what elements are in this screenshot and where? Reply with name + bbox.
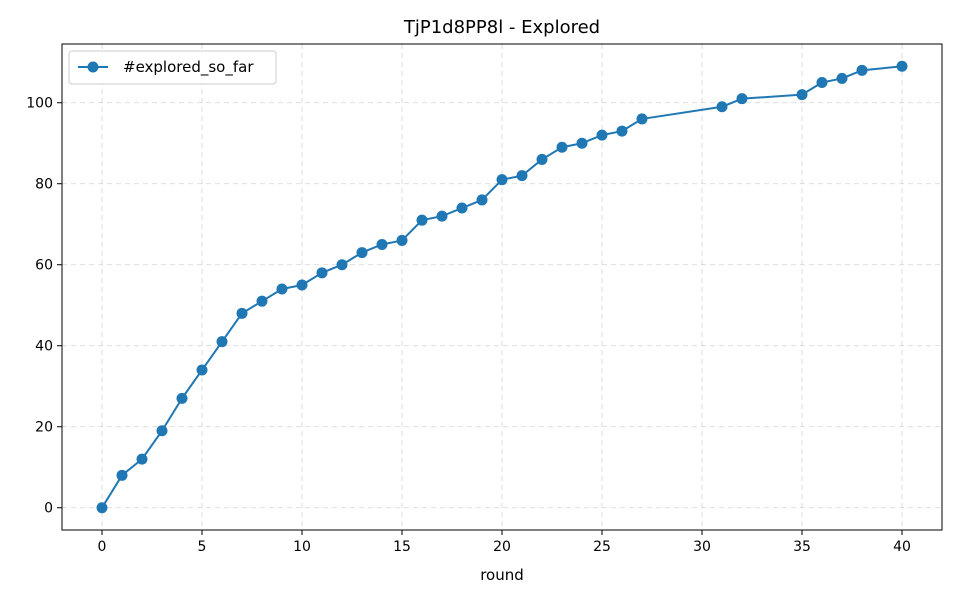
x-tick-label: 35	[793, 539, 811, 555]
y-tick-label: 0	[44, 501, 53, 517]
data-point	[536, 153, 548, 165]
x-tick-label: 25	[593, 539, 611, 555]
data-point	[476, 194, 488, 206]
x-tick-label: 20	[493, 539, 511, 555]
data-point	[316, 267, 328, 279]
data-point	[196, 364, 208, 376]
data-point	[496, 174, 508, 186]
x-tick-label: 0	[98, 539, 107, 555]
data-point	[376, 238, 388, 250]
data-point	[516, 170, 528, 182]
data-point	[636, 113, 648, 125]
grid	[62, 44, 942, 530]
data-point	[456, 202, 468, 214]
data-point	[836, 72, 848, 84]
y-tick-label: 100	[26, 96, 53, 112]
x-tick-label: 40	[893, 539, 911, 555]
data-point	[796, 89, 808, 101]
data-point	[176, 392, 188, 404]
y-tick-label: 20	[35, 420, 53, 436]
legend-dot-marker	[87, 61, 99, 73]
data-point	[396, 234, 408, 246]
data-point	[616, 125, 628, 137]
data-point	[896, 60, 908, 72]
data-point	[736, 93, 748, 105]
x-tick-label: 15	[393, 539, 411, 555]
x-tick-label: 30	[693, 539, 711, 555]
data-point	[716, 101, 728, 113]
y-tick-label: 40	[35, 339, 53, 355]
data-point	[856, 64, 868, 76]
data-point	[336, 259, 348, 271]
data-point	[116, 469, 128, 481]
data-point	[96, 502, 108, 514]
data-point	[236, 307, 248, 319]
data-point	[136, 453, 148, 465]
chart-title: TjP1d8PP8l - Explored	[403, 17, 600, 38]
legend-label: #explored_so_far	[123, 58, 254, 77]
data-point	[296, 279, 308, 291]
data-point	[556, 141, 568, 153]
x-tick-label: 5	[198, 539, 207, 555]
axis-ticks: 0 5 10 15 20 25 30 35 40 0 20 40 60 80 100	[26, 96, 911, 555]
data-point	[216, 336, 228, 348]
data-point	[256, 295, 268, 307]
y-tick-label: 60	[35, 258, 53, 274]
series-layer	[96, 60, 908, 514]
data-point	[416, 214, 428, 226]
data-point	[596, 129, 608, 141]
x-tick-label: 10	[293, 539, 311, 555]
data-point	[356, 247, 368, 259]
data-point	[436, 210, 448, 222]
data-point	[816, 76, 828, 88]
legend: #explored_so_far	[68, 50, 277, 85]
data-point	[276, 283, 288, 295]
data-point	[156, 425, 168, 437]
legend-box	[68, 50, 277, 85]
data-point	[576, 137, 588, 149]
y-tick-label: 80	[35, 177, 53, 193]
x-axis-title: round	[480, 566, 524, 584]
